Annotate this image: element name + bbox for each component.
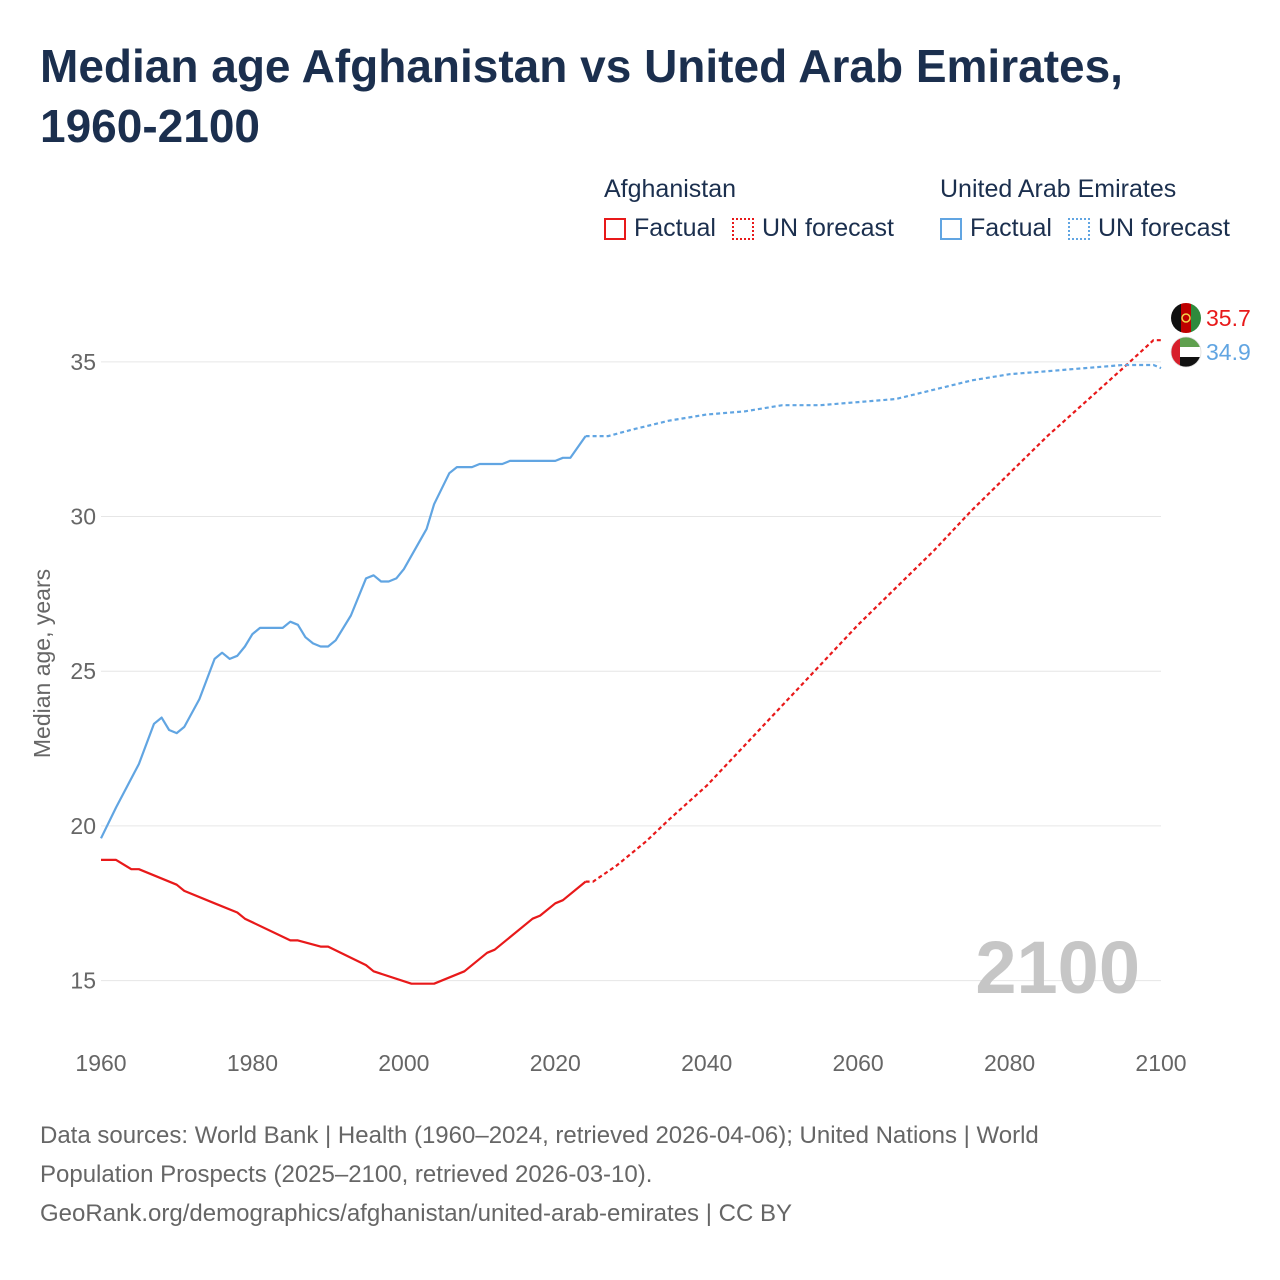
- series: [100, 339, 1162, 985]
- afghanistan-factual-line: [101, 858, 587, 985]
- chart-title: Median age Afghanistan vs United Arab Em…: [40, 40, 1123, 152]
- y-tick-label: 30: [70, 504, 96, 530]
- afghanistan-flag-icon: [1171, 303, 1201, 333]
- legend-uae-forecast[interactable]: UN forecast: [1067, 214, 1230, 243]
- line-chart: 15 20 25 30 35 1960 1980 2000 2020 2040 2060 2080 21…: [29, 303, 1251, 1076]
- legend-label: Factual: [970, 214, 1052, 242]
- source-line-1: Data sources: World Bank | Health (1960–…: [40, 1122, 1039, 1149]
- legend-uae-title: United Arab Emirates: [940, 175, 1177, 203]
- legend-uae-factual[interactable]: Factual: [940, 214, 1052, 243]
- y-tick-label: 35: [70, 349, 96, 375]
- x-tick-label: 1960: [75, 1050, 126, 1076]
- y-tick-label: 20: [70, 813, 96, 839]
- uae-flag-icon: [1170, 336, 1202, 368]
- legend-afghanistan-factual[interactable]: Factual: [604, 214, 716, 243]
- x-tick-label: 2040: [681, 1050, 732, 1076]
- x-tick-label: 2000: [378, 1050, 429, 1076]
- gridlines: [101, 361, 1161, 982]
- y-tick-label: 15: [70, 968, 96, 994]
- y-axis-label: Median age, years: [29, 569, 55, 758]
- united-arab-emirates-forecast-line: [585, 363, 1162, 438]
- afghanistan-end-value: 35.7: [1206, 305, 1251, 331]
- legend-uae: United Arab Emirates Factual UN forecast: [940, 172, 1246, 243]
- legend-afghanistan-title: Afghanistan: [604, 175, 737, 203]
- uae-end-value: 34.9: [1206, 339, 1251, 365]
- x-tick-label: 2020: [530, 1050, 581, 1076]
- source-link[interactable]: GeoRank.org/demographics/afghanistan/uni…: [40, 1200, 792, 1227]
- source-note: Data sources: World Bank | Health (1960–…: [40, 1116, 1240, 1233]
- legend-label: UN forecast: [761, 214, 894, 242]
- solid-swatch-icon: [604, 217, 626, 240]
- x-tick-label: 2060: [833, 1050, 884, 1076]
- legend-afghanistan: Afghanistan Factual UN forecast: [604, 172, 910, 243]
- dotted-swatch-icon: [731, 217, 754, 240]
- year-watermark: 2100: [975, 926, 1140, 1009]
- x-tick-label: 2100: [1135, 1050, 1186, 1076]
- legend-afghanistan-forecast[interactable]: UN forecast: [731, 214, 894, 243]
- source-line-2: Population Prospects (2025–2100, retriev…: [40, 1161, 653, 1188]
- y-tick-label: 25: [70, 658, 96, 684]
- dotted-swatch-icon: [1067, 217, 1090, 240]
- end-labels: 35.7 34.9: [1170, 303, 1251, 368]
- axes: 15 20 25 30 35 1960 1980 2000 2020 2040 2060 2080 21…: [29, 349, 1187, 1076]
- x-tick-label: 1980: [227, 1050, 278, 1076]
- solid-swatch-icon: [940, 217, 962, 240]
- x-tick-label: 2080: [984, 1050, 1035, 1076]
- legend-label: UN forecast: [1097, 214, 1230, 242]
- legend-label: Factual: [634, 214, 716, 242]
- united-arab-emirates-factual-line: [100, 435, 587, 839]
- afghanistan-forecast-line: [585, 339, 1161, 883]
